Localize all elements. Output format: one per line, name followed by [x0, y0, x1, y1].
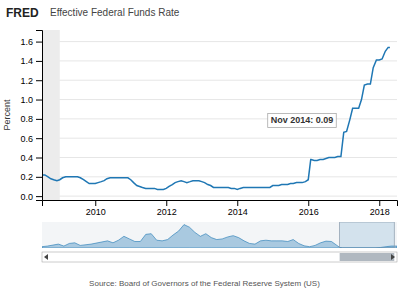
grid — [42, 42, 397, 197]
y-tick-label: 1.4 — [20, 56, 33, 66]
grid-line — [42, 176, 397, 177]
y-tick-label: 1.2 — [20, 76, 33, 86]
plot-area — [42, 30, 390, 200]
y-tick: 0.6 — [20, 134, 42, 144]
y-tick-mark — [36, 119, 42, 120]
y-tick-mark — [36, 138, 42, 139]
x-tick: 2012 — [157, 200, 177, 217]
chart: FREDEffective Federal Funds Rate0.00.20.… — [0, 0, 409, 300]
x-tick-label: 2012 — [157, 207, 177, 217]
grid-line — [42, 99, 397, 100]
line — [42, 47, 390, 189]
y-tick-mark — [36, 158, 42, 159]
x-tick-label: 2016 — [299, 207, 319, 217]
grid-line — [42, 41, 397, 42]
x-tick-mark — [237, 200, 238, 206]
x-tick-mark — [166, 200, 167, 206]
y-tick-mark — [36, 80, 42, 81]
grid-line — [42, 60, 397, 61]
grid-line — [42, 80, 397, 81]
grid-line — [42, 118, 397, 119]
y-tick-label: 0.4 — [20, 153, 33, 163]
minimap-window — [340, 222, 395, 248]
x-tick-label: 2010 — [86, 207, 106, 217]
y-tick: 0.0 — [20, 192, 42, 202]
y-tick: 0.8 — [20, 114, 42, 124]
x-tick: 2010 — [86, 200, 106, 217]
x-tick-mark — [379, 200, 380, 206]
scrollbar-track — [42, 252, 397, 262]
y-tick-mark — [36, 42, 42, 43]
grid-line — [42, 196, 397, 197]
grid-line — [42, 157, 397, 158]
y-tick-mark — [36, 196, 42, 197]
y-tick: 0.2 — [20, 172, 42, 182]
y-tick-label: 0.6 — [20, 134, 33, 144]
y-tick-label: 1.0 — [20, 95, 33, 105]
y-axis-title: Percent — [2, 99, 12, 131]
scroll-right-arrow — [391, 254, 395, 260]
y-tick: 1.4 — [20, 56, 42, 66]
y-tick-mark — [36, 177, 42, 178]
y-axis-line — [36, 31, 43, 201]
x-tick-mark — [95, 200, 96, 206]
minimap — [42, 222, 397, 248]
y-tick: 0.4 — [20, 153, 42, 163]
x-tick: 2016 — [299, 200, 319, 217]
scrollbar-handle — [340, 253, 395, 261]
x-tick-mark — [308, 200, 309, 206]
source: Source: Board of Governors of the Federa… — [89, 279, 320, 288]
x-tick-label: 2014 — [228, 207, 248, 217]
x-axis-line — [43, 201, 398, 207]
y-tick-label: 0.8 — [20, 114, 33, 124]
scroll-left-arrow — [44, 254, 48, 260]
y-axis: 0.0 0.2 0.4 0.6 0.8 1.0 1.2 1.4 1.6 — [20, 31, 42, 202]
x-tick-label: 2018 — [370, 207, 390, 217]
y-tick-label: 1.6 — [20, 37, 33, 47]
y-tick-label: 0.2 — [20, 172, 33, 182]
x-tick: 2014 — [228, 200, 248, 217]
y-tick-mark — [36, 61, 42, 62]
annotation: Nov 2014: 0.09 — [268, 113, 337, 127]
brand: FRED — [6, 6, 39, 20]
y-tick: 1.6 — [20, 37, 42, 47]
title: Effective Federal Funds Rate — [50, 7, 180, 18]
x-tick: 2018 — [370, 200, 390, 217]
annotation-box — [268, 113, 337, 127]
y-tick-label: 0.0 — [20, 192, 33, 202]
minimap-background — [42, 222, 397, 248]
y-tick: 1.0 — [20, 95, 42, 105]
y-tick-mark — [36, 100, 42, 101]
annotation-text: Nov 2014: 0.09 — [271, 115, 334, 125]
y-tick: 1.2 — [20, 76, 42, 86]
x-axis: 2010 2012 2014 2016 2018 — [43, 200, 398, 217]
